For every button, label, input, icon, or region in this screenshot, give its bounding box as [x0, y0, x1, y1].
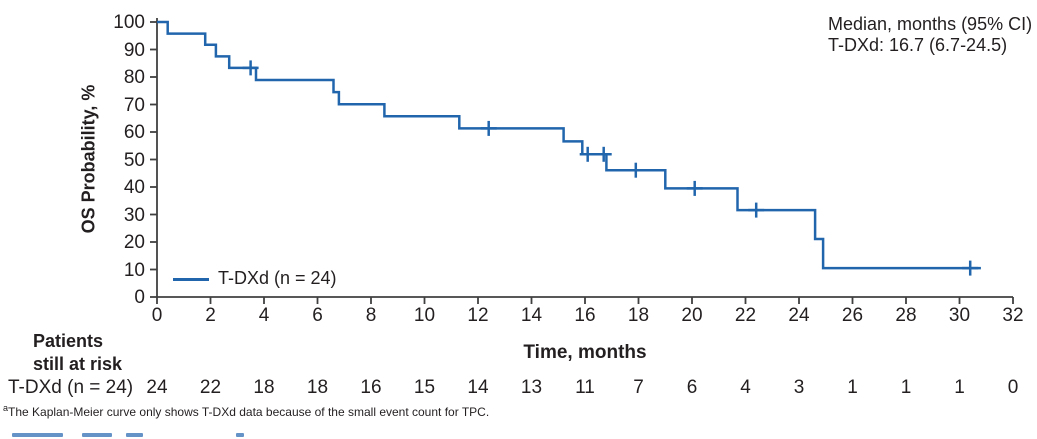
footnote: aThe Kaplan-Meier curve only shows T-DXd… [3, 403, 489, 419]
median-annotation-line1: Median, months (95% CI) [828, 14, 1033, 34]
y-tick-label: 10 [123, 259, 145, 281]
y-tick-label: 20 [123, 232, 145, 253]
risk-count: 18 [306, 377, 329, 398]
risk-count: 3 [793, 377, 805, 398]
legend-line-swatch [173, 278, 209, 281]
median-annotation: Median, months (95% CI) T-DXd: 16.7 (6.7… [828, 14, 1032, 56]
legend-label: T-DXd (n = 24) [218, 268, 337, 288]
footnote-text: The Kaplan-Meier curve only shows T-DXd … [8, 405, 490, 419]
x-tick-label: 20 [681, 305, 703, 326]
x-tick-label: 26 [841, 305, 864, 326]
risk-count: 1 [847, 377, 858, 398]
risk-count: 14 [467, 377, 489, 398]
risk-count: 16 [360, 377, 382, 398]
x-tick-label: 22 [734, 305, 757, 326]
x-tick-label: 4 [258, 305, 270, 326]
x-tick-label: 12 [467, 305, 489, 326]
x-tick-label: 16 [574, 305, 596, 326]
median-annotation-line2: T-DXd: 16.7 (6.7-24.5) [828, 35, 1008, 55]
risk-count: 22 [199, 377, 222, 398]
patients-at-risk-header: Patients still at risk [33, 330, 122, 376]
cropped-text-fragment [82, 433, 112, 437]
y-tick-label: 0 [134, 287, 145, 308]
risk-count: 24 [146, 377, 168, 398]
x-tick-label: 18 [627, 305, 650, 326]
risk-count: 1 [954, 377, 965, 398]
y-tick-label: 80 [123, 67, 145, 88]
patients-at-risk-header-line2: still at risk [33, 354, 123, 374]
risk-count: 0 [1007, 377, 1019, 398]
patients-at-risk-header-line1: Patients [33, 331, 104, 351]
risk-count: 6 [686, 377, 698, 398]
risk-count: 13 [520, 377, 543, 398]
risk-count: 7 [633, 377, 644, 398]
x-tick-label: 30 [948, 305, 971, 326]
risk-count: 18 [253, 377, 275, 398]
y-tick-label: 50 [123, 149, 145, 171]
y-tick-label: 30 [123, 204, 145, 226]
x-tick-label: 28 [895, 305, 917, 326]
x-axis-title: Time, months [523, 342, 647, 363]
x-tick-label: 32 [1002, 305, 1024, 326]
risk-count: 1 [900, 377, 912, 398]
x-tick-label: 0 [151, 305, 163, 326]
cropped-text-fragment [236, 433, 244, 437]
x-tick-label: 2 [205, 305, 216, 326]
x-tick-label: 8 [365, 305, 377, 326]
risk-row-label: T-DXd (n = 24) [8, 377, 134, 398]
y-tick-label: 90 [123, 39, 145, 61]
cropped-text-fragment [12, 433, 63, 437]
risk-count: 4 [740, 377, 751, 398]
y-tick-label: 100 [113, 12, 145, 33]
x-tick-label: 24 [788, 305, 810, 326]
y-tick-label: 70 [123, 94, 145, 116]
risk-count: 11 [575, 377, 595, 398]
y-tick-label: 60 [123, 122, 145, 143]
x-tick-label: 14 [520, 305, 543, 326]
cropped-text-fragment [126, 433, 143, 437]
y-tick-label: 40 [123, 177, 145, 198]
x-tick-label: 6 [312, 305, 323, 326]
x-tick-label: 10 [413, 305, 436, 326]
footnote-marker: a [3, 403, 9, 413]
risk-count: 15 [413, 377, 436, 398]
km-curve-tdxd [157, 20, 981, 270]
